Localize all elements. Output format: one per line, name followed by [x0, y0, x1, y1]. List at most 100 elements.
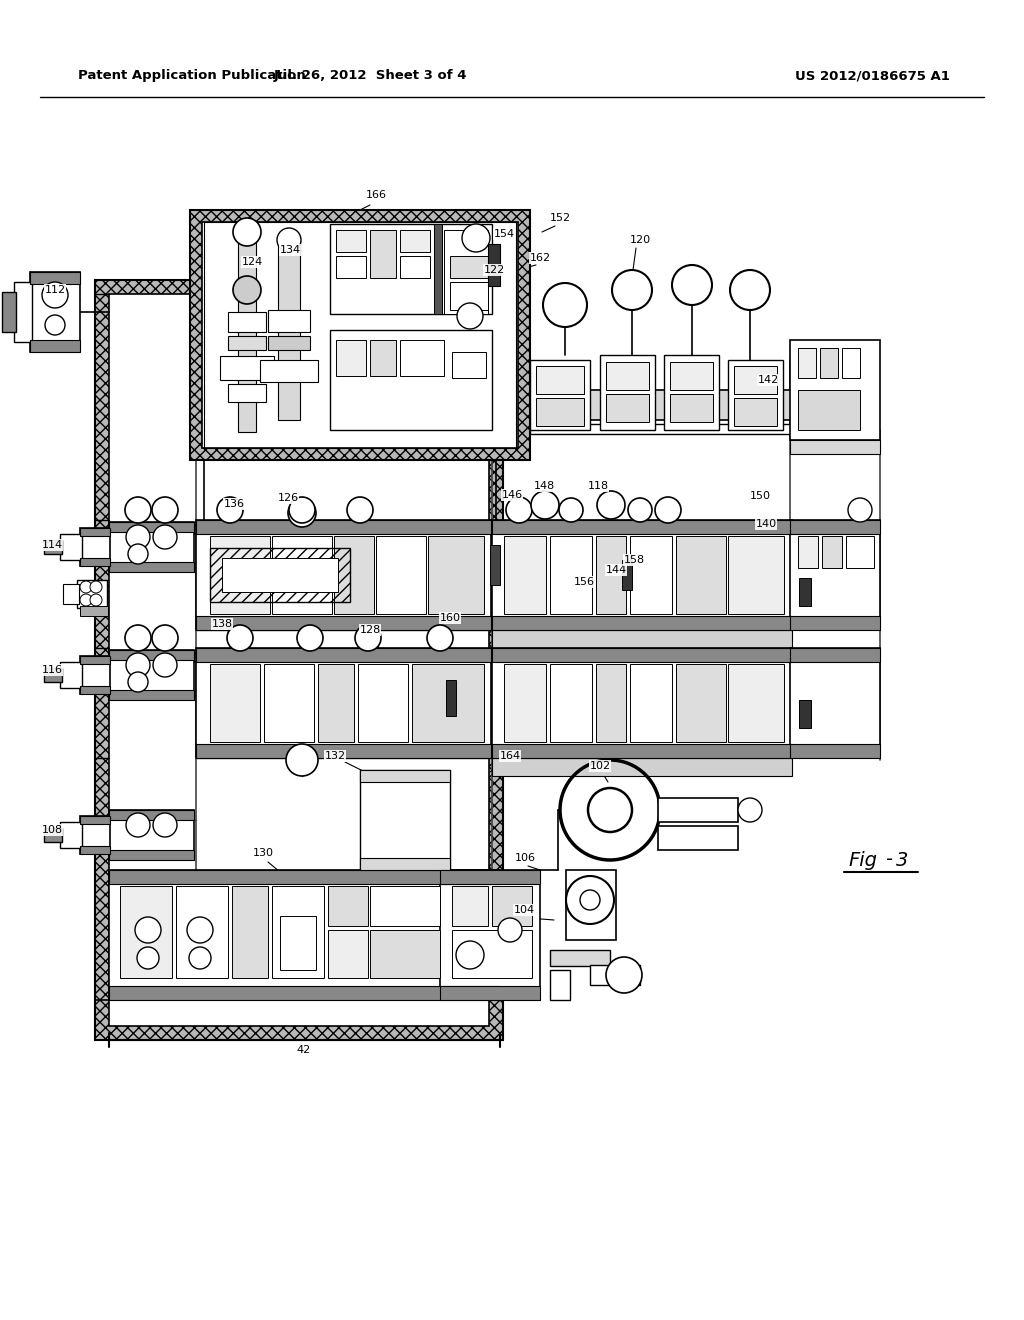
Bar	[330, 224, 492, 314]
Bar	[550, 950, 610, 966]
Bar	[63, 583, 79, 605]
Text: 144: 144	[605, 565, 627, 576]
Text: 156: 156	[573, 577, 595, 587]
Bar	[80, 816, 110, 854]
Bar	[492, 648, 792, 758]
Bar	[60, 663, 82, 688]
Text: 130: 130	[253, 847, 273, 858]
Bar	[492, 886, 532, 927]
Bar	[14, 282, 32, 342]
Bar	[109, 521, 194, 532]
Bar	[370, 230, 396, 279]
Bar	[450, 256, 488, 279]
Bar	[210, 548, 350, 602]
Text: US 2012/0186675 A1: US 2012/0186675 A1	[795, 70, 950, 82]
Circle shape	[128, 672, 148, 692]
Text: 122: 122	[483, 265, 505, 275]
Text: Fig: Fig	[848, 850, 877, 870]
Bar	[658, 799, 738, 822]
Bar	[400, 256, 430, 279]
Bar	[452, 352, 486, 378]
Bar	[268, 337, 310, 350]
Bar	[336, 230, 366, 252]
Bar	[734, 399, 777, 426]
Bar	[434, 224, 442, 314]
Circle shape	[289, 498, 315, 523]
Bar	[488, 244, 500, 286]
Bar	[492, 616, 792, 630]
Text: 140: 140	[756, 519, 776, 529]
Bar	[790, 616, 880, 630]
Bar	[492, 758, 792, 776]
Bar	[210, 664, 260, 742]
Bar	[328, 886, 368, 927]
Bar	[452, 886, 488, 927]
Bar	[596, 664, 626, 742]
Bar	[196, 744, 490, 758]
Bar	[400, 341, 444, 376]
Text: 160: 160	[439, 612, 461, 623]
Circle shape	[297, 624, 323, 651]
Bar	[676, 664, 726, 742]
Bar	[222, 558, 338, 591]
Circle shape	[612, 271, 652, 310]
Bar	[109, 521, 194, 572]
Circle shape	[217, 498, 243, 523]
Bar	[228, 337, 266, 350]
Text: 136: 136	[223, 499, 245, 510]
Bar	[530, 424, 874, 434]
Bar	[670, 393, 713, 422]
Text: 108: 108	[41, 825, 62, 836]
Bar	[658, 826, 738, 850]
Circle shape	[153, 525, 177, 549]
Circle shape	[347, 498, 373, 523]
Circle shape	[90, 581, 102, 593]
Bar	[504, 536, 546, 614]
Bar	[80, 558, 110, 566]
Bar	[44, 668, 62, 682]
Bar	[44, 828, 62, 842]
Text: 114: 114	[41, 540, 62, 550]
Text: 102: 102	[590, 762, 610, 771]
Text: 134: 134	[280, 246, 301, 255]
Bar	[80, 816, 110, 824]
Bar	[790, 648, 880, 758]
Bar	[95, 280, 503, 1040]
Circle shape	[135, 917, 161, 942]
Bar	[228, 384, 266, 403]
Bar	[109, 870, 499, 1001]
Circle shape	[738, 799, 762, 822]
Bar	[264, 664, 314, 742]
Bar	[734, 366, 777, 393]
Bar	[232, 886, 268, 978]
Bar	[80, 686, 110, 694]
Circle shape	[90, 594, 102, 606]
Circle shape	[153, 813, 177, 837]
Bar	[664, 355, 719, 430]
Bar	[44, 540, 62, 554]
Bar	[600, 355, 655, 430]
Bar	[80, 656, 110, 694]
Circle shape	[125, 498, 151, 523]
Bar	[504, 664, 546, 742]
Bar	[630, 664, 672, 742]
Bar	[196, 648, 490, 758]
Circle shape	[126, 525, 150, 549]
Bar	[330, 330, 492, 430]
Bar	[196, 616, 490, 630]
Circle shape	[559, 498, 583, 521]
Circle shape	[606, 957, 642, 993]
Bar	[440, 870, 540, 884]
Text: 166: 166	[366, 190, 386, 201]
Bar	[376, 536, 426, 614]
Bar	[550, 664, 592, 742]
Bar	[550, 536, 592, 614]
Bar	[370, 886, 440, 927]
Circle shape	[126, 653, 150, 677]
Bar	[492, 744, 792, 758]
Bar	[220, 356, 274, 380]
Circle shape	[128, 544, 148, 564]
Bar	[790, 440, 880, 454]
Bar	[196, 520, 490, 535]
Bar	[272, 886, 324, 978]
